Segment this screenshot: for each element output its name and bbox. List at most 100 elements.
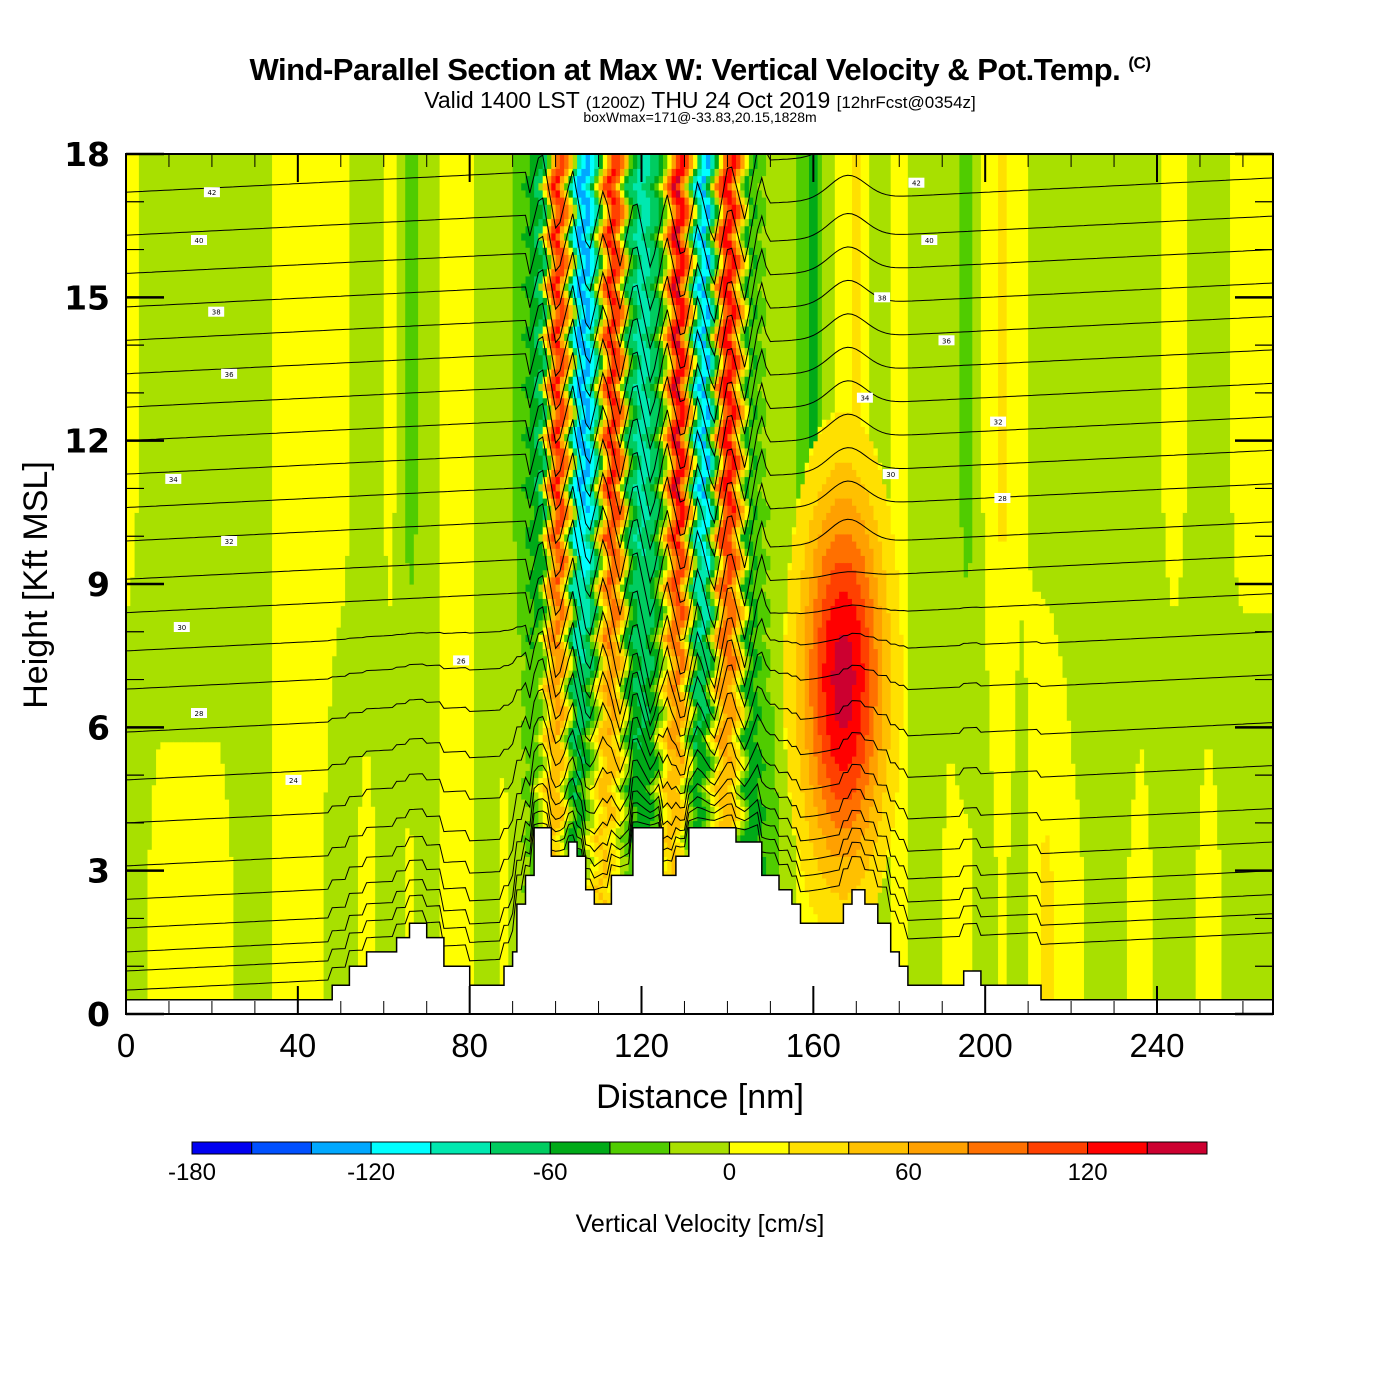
velocity-cell xyxy=(577,154,582,169)
velocity-cell xyxy=(611,268,617,277)
velocity-cell xyxy=(675,834,681,843)
velocity-cell xyxy=(624,734,630,743)
velocity-cell xyxy=(680,763,686,779)
velocity-cell xyxy=(654,555,660,571)
velocity-cell xyxy=(207,741,213,1014)
velocity-cell xyxy=(559,548,565,556)
velocity-cell xyxy=(577,447,582,456)
velocity-cell xyxy=(667,576,673,592)
velocity-cell xyxy=(602,247,608,255)
velocity-cell xyxy=(740,383,746,392)
velocity-cell xyxy=(594,641,600,650)
velocity-cell xyxy=(864,533,870,578)
velocity-cell xyxy=(581,777,587,800)
velocity-cell xyxy=(684,390,690,399)
velocity-cell xyxy=(598,598,604,607)
velocity-cell xyxy=(628,519,634,528)
velocity-cell xyxy=(637,168,643,205)
velocity-cell xyxy=(671,254,677,270)
velocity-cell xyxy=(693,598,698,607)
velocity-cell xyxy=(736,154,741,169)
velocity-cell xyxy=(572,777,578,786)
velocity-cell xyxy=(564,268,570,277)
velocity-cell xyxy=(680,175,686,184)
velocity-cell xyxy=(538,469,544,485)
velocity-cell xyxy=(736,648,741,657)
velocity-cell xyxy=(568,168,574,177)
axis-ticks xyxy=(125,152,1273,1016)
velocity-cell xyxy=(667,727,673,750)
velocity-cell xyxy=(607,834,613,843)
velocity-cell xyxy=(731,204,737,220)
velocity-cell xyxy=(542,533,548,542)
velocity-cell xyxy=(641,526,647,549)
velocity-cell xyxy=(667,849,673,879)
velocity-cell xyxy=(559,297,565,327)
velocity-cell xyxy=(1041,598,1046,843)
velocity-cell xyxy=(731,247,737,255)
velocity-cell xyxy=(611,634,617,642)
x-tick-label: 160 xyxy=(786,1027,841,1064)
velocity-cell xyxy=(551,541,557,549)
velocity-cell xyxy=(564,318,570,327)
velocity-cell xyxy=(559,619,565,628)
velocity-cell xyxy=(555,232,561,241)
velocity-cell xyxy=(362,756,368,1014)
velocity-cell xyxy=(710,705,716,714)
velocity-cell xyxy=(710,684,716,693)
velocity-cell xyxy=(675,354,681,370)
velocity-cell xyxy=(667,670,673,678)
velocity-cell xyxy=(710,469,716,478)
velocity-cell xyxy=(680,748,686,757)
vertical-velocity-field xyxy=(126,154,1273,1014)
velocity-cell xyxy=(701,634,707,642)
velocity-cell xyxy=(736,598,741,607)
velocity-cell xyxy=(1247,154,1253,614)
velocity-cell xyxy=(581,182,587,191)
velocity-cell xyxy=(581,168,587,184)
velocity-cell xyxy=(697,390,703,399)
velocity-cell xyxy=(701,390,707,399)
velocity-cell xyxy=(547,770,552,779)
velocity-cell xyxy=(667,634,673,642)
velocity-cell xyxy=(680,383,686,392)
velocity-cell xyxy=(632,734,638,743)
velocity-cell xyxy=(671,483,677,492)
velocity-cell xyxy=(684,154,690,169)
velocity-cell xyxy=(705,770,711,779)
velocity-cell xyxy=(547,569,552,578)
velocity-cell xyxy=(547,505,552,521)
velocity-cell xyxy=(547,297,552,306)
velocity-cell xyxy=(620,842,625,879)
velocity-cell xyxy=(727,541,733,585)
velocity-cell xyxy=(688,619,694,628)
velocity-cell xyxy=(821,555,827,599)
velocity-cell xyxy=(508,154,514,1014)
velocity-cell xyxy=(538,268,544,284)
velocity-cell xyxy=(194,154,200,743)
velocity-cell xyxy=(589,290,595,298)
velocity-cell xyxy=(675,498,681,506)
velocity-cell xyxy=(714,784,720,793)
velocity-cell xyxy=(800,569,806,793)
velocity-cell xyxy=(572,225,578,248)
velocity-cell xyxy=(611,390,617,399)
velocity-cell xyxy=(594,240,600,248)
velocity-cell xyxy=(753,505,759,521)
velocity-cell xyxy=(667,390,673,399)
velocity-cell xyxy=(568,426,574,435)
velocity-cell xyxy=(675,197,681,205)
velocity-cell xyxy=(542,218,548,227)
velocity-cell xyxy=(551,390,557,399)
velocity-cell xyxy=(615,519,621,528)
theta-contour-line xyxy=(126,413,1273,551)
velocity-cell xyxy=(525,297,531,327)
velocity-cell xyxy=(632,189,638,205)
contour-label-bg xyxy=(203,187,220,198)
velocity-cell xyxy=(594,584,600,592)
velocity-cell xyxy=(559,770,565,779)
velocity-cell xyxy=(697,218,703,227)
contour-label-bg xyxy=(874,292,891,303)
velocity-cell xyxy=(1251,612,1257,1014)
velocity-cell xyxy=(852,791,857,822)
